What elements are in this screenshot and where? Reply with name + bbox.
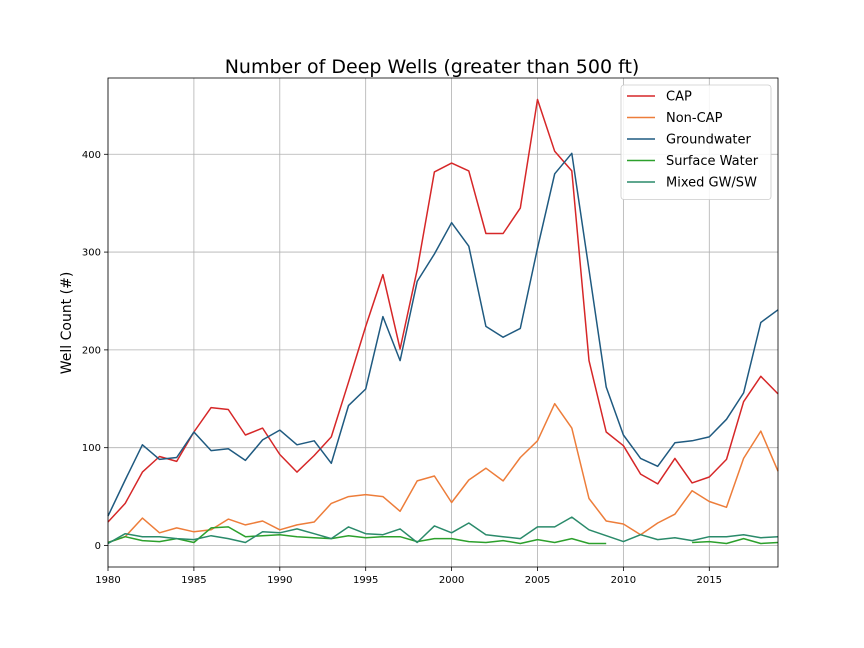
x-tick-label: 1985 xyxy=(181,575,206,586)
legend-entry-label: Mixed GW/SW xyxy=(666,176,757,191)
y-tick-label: 100 xyxy=(82,443,101,454)
legend-box xyxy=(620,84,772,200)
legend-entry-label: Surface Water xyxy=(666,154,759,169)
legend-entry-label: Groundwater xyxy=(666,133,752,148)
legend: CAP Non-CAP Groundwater Surface Water Mixed … xyxy=(620,84,772,200)
series-line-cap xyxy=(107,98,779,523)
series-line-mixed-gw-sw xyxy=(107,516,779,545)
y-tick-label: 300 xyxy=(82,248,101,259)
chart-title: Number of Deep Wells (greater than 500 f… xyxy=(225,56,640,78)
series-line-surface-water xyxy=(107,526,607,545)
series-line-groundwater xyxy=(107,152,779,517)
x-tick-label: 2000 xyxy=(439,575,464,586)
x-tick-label: 2010 xyxy=(611,575,636,586)
legend-entry-label: Non-CAP xyxy=(666,111,723,126)
y-tick-label: 200 xyxy=(82,345,101,356)
y-tick-label: 400 xyxy=(82,150,101,161)
series-layer xyxy=(107,98,779,545)
series-line-surface-water xyxy=(692,537,779,545)
legend-entry-label: CAP xyxy=(666,90,692,105)
x-tick-label: 2015 xyxy=(697,575,722,586)
y-tick-label: 0 xyxy=(95,541,101,552)
x-tick-label: 2005 xyxy=(525,575,550,586)
tick-layer: 1980 1985 1990 1995 2000 2005 2010 2015 0 100 200 3… xyxy=(82,150,722,586)
x-tick-label: 1995 xyxy=(353,575,378,586)
series-line-non-cap xyxy=(107,402,779,544)
y-axis-label: Well Count (#) xyxy=(59,272,75,375)
x-tick-label: 1980 xyxy=(95,575,120,586)
plot-frame xyxy=(107,77,779,568)
x-tick-label: 1990 xyxy=(267,575,292,586)
